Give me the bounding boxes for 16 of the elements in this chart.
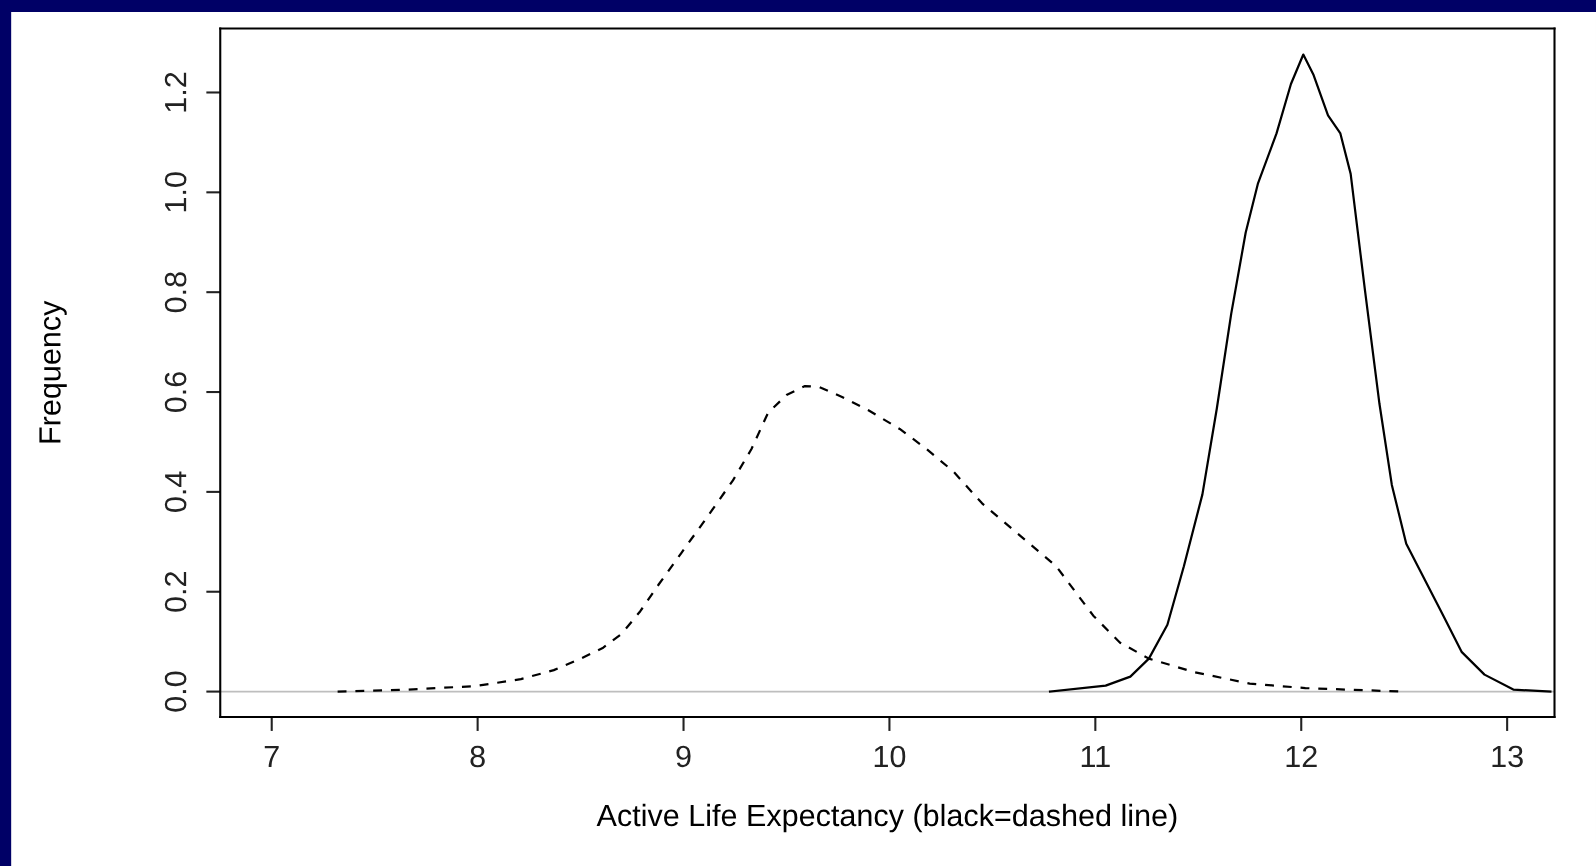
x-tick-label: 12 [1286, 745, 1317, 767]
x-axis-title: Active Life Expectancy (black=dashed line) [596, 803, 1177, 833]
y-tick-label: 0.2 [164, 572, 187, 612]
x-tick-label: 7 [264, 745, 279, 767]
y-axis-title: Frequency [39, 300, 67, 443]
y-tick-label: 1.0 [164, 172, 187, 212]
y-tick-label: 1.2 [164, 72, 187, 112]
x-tick-label: 8 [470, 745, 485, 768]
x-tick-label: 10 [874, 745, 906, 768]
y-tick-label: 0.6 [164, 372, 187, 413]
x-tick-label: 11 [1081, 745, 1110, 767]
x-tick-label: 9 [676, 745, 691, 768]
y-tick-label: 0.0 [164, 671, 187, 712]
y-tick-label: 0.4 [164, 471, 187, 512]
x-tick-label: 13 [1492, 745, 1523, 768]
y-tick-label: 0.8 [164, 272, 187, 313]
